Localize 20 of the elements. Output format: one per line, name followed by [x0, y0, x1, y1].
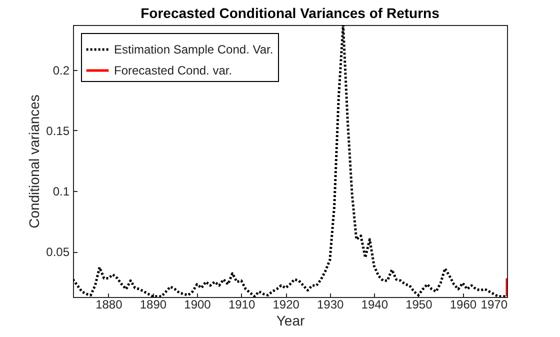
x-axis-title: Year — [276, 312, 305, 328]
y-tick-label: 0.1 — [52, 184, 70, 198]
x-tick-label: 1880 — [96, 298, 123, 312]
y-tick-label: 0.15 — [46, 124, 70, 138]
y-tick-label: 0.05 — [46, 245, 70, 260]
legend-label: Forecasted Cond. var. — [114, 64, 232, 78]
line-series — [73, 25, 507, 297]
chart-title: Forecasted Conditional Variances of Returns — [140, 5, 440, 21]
y-axis-title: Conditional variances — [26, 94, 42, 228]
x-tick-label: 1890 — [140, 298, 167, 312]
x-tick-label: 1940 — [361, 298, 388, 312]
x-tick-label: 1930 — [317, 298, 344, 312]
x-tick-label: 1970 — [480, 298, 508, 312]
x-tick-label: 1960 — [450, 298, 477, 312]
y-tick-label: 0.2 — [52, 63, 70, 78]
x-tick-label: 1950 — [406, 298, 433, 312]
legend-label: Estimation Sample Cond. Var. — [114, 42, 274, 56]
x-tick-label: 1910 — [228, 298, 256, 312]
x-tick-label: 1900 — [184, 298, 212, 312]
x-tick-label: 1920 — [272, 298, 300, 312]
